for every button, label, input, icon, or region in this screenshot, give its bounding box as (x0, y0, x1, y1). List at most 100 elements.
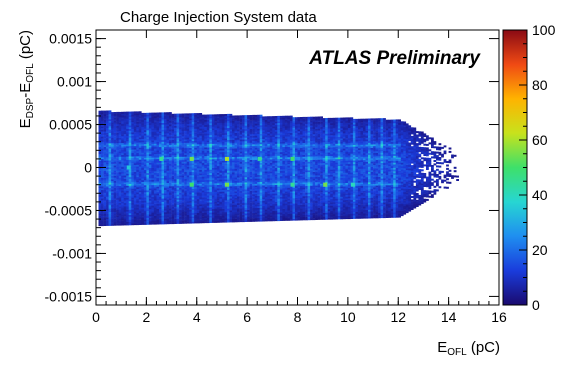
heatmap-cell (277, 213, 281, 216)
heatmap-cell (123, 153, 127, 155)
heatmap-cell (118, 120, 122, 123)
heatmap-cell (211, 176, 215, 179)
heatmap-cell (214, 146, 218, 149)
heatmap-cell (204, 138, 208, 141)
heatmap-cell (221, 176, 225, 178)
heatmap-cell (209, 123, 213, 125)
heatmap-cell (156, 117, 160, 120)
heatmap-cell (224, 175, 228, 178)
heatmap-cell (254, 190, 258, 193)
heatmap-cell (277, 150, 281, 153)
heatmap-cell (126, 151, 129, 154)
heatmap-cell (113, 151, 117, 154)
heatmap-cell (269, 152, 273, 155)
heatmap-cell (269, 193, 273, 196)
heatmap-cell (274, 207, 278, 210)
heatmap-cell (113, 120, 117, 123)
heatmap-cell (272, 179, 276, 182)
heatmap-cell (267, 202, 271, 205)
heatmap-cell (181, 135, 185, 138)
heatmap-cell (113, 197, 117, 200)
heatmap-cell (101, 134, 104, 137)
heatmap-cell (98, 117, 102, 120)
heatmap-cell (98, 200, 102, 203)
heatmap-cell (269, 198, 273, 201)
heatmap-cell (159, 117, 162, 120)
heatmap-cell (279, 146, 283, 149)
heatmap-cell (111, 120, 114, 123)
heatmap-cell (156, 164, 160, 167)
heatmap-cell (121, 216, 124, 219)
heatmap-cell (224, 186, 228, 189)
heatmap-cell (201, 192, 205, 194)
heatmap-cell (247, 189, 250, 191)
heatmap-cell (181, 190, 185, 193)
heatmap-cell (123, 159, 127, 162)
heatmap-cell (279, 138, 283, 141)
heatmap-cell (148, 150, 152, 153)
heatmap-cell (269, 129, 273, 132)
heatmap-cell (111, 215, 114, 218)
heatmap-cell (267, 166, 271, 169)
heatmap-cell (184, 142, 187, 145)
heatmap-cell (262, 137, 265, 139)
heatmap-cell (106, 223, 109, 226)
heatmap-cell (133, 123, 137, 126)
heatmap-cell (159, 196, 162, 199)
heatmap-cell (136, 178, 140, 181)
heatmap-cell (146, 130, 150, 132)
heatmap-cell (186, 194, 190, 197)
heatmap-cell (194, 178, 197, 181)
heatmap-cell (141, 164, 145, 167)
heatmap-cell (111, 113, 114, 116)
heatmap-cell (148, 195, 152, 198)
heatmap-cell (148, 157, 152, 160)
heatmap-cell (151, 138, 155, 141)
heatmap-cell (216, 188, 220, 191)
heatmap-cell (219, 181, 223, 184)
heatmap-cell (116, 218, 119, 221)
heatmap-cell (108, 196, 112, 199)
heatmap-cell (252, 200, 255, 203)
heatmap-cell (219, 189, 223, 192)
heatmap-cell (199, 119, 203, 122)
heatmap-cell (282, 160, 286, 163)
heatmap-cell (179, 146, 182, 149)
heatmap-cell (113, 223, 117, 226)
heatmap-cell (174, 115, 177, 118)
heatmap-cell (101, 167, 104, 170)
heatmap-cell (153, 148, 157, 151)
heatmap-cell (262, 162, 265, 165)
heatmap-cell (156, 169, 160, 172)
heatmap-cell (138, 128, 142, 131)
heatmap-cell (121, 182, 124, 185)
heatmap-cell (194, 121, 197, 124)
heatmap-cell (118, 154, 122, 157)
heatmap-cell (284, 210, 288, 213)
heatmap-cell (252, 127, 255, 129)
heatmap-cell (216, 177, 220, 180)
heatmap-cell (141, 183, 145, 186)
heatmap-cell (121, 115, 124, 118)
heatmap-cell (113, 112, 117, 114)
heatmap-cell (282, 181, 286, 184)
heatmap-cell (287, 201, 291, 204)
heatmap-cell (244, 177, 248, 179)
heatmap-cell (257, 128, 260, 131)
heatmap-cell (148, 214, 152, 217)
heatmap-cell (219, 200, 223, 203)
heatmap-cell (194, 209, 197, 212)
heatmap-cell (123, 147, 127, 150)
heatmap-cell (146, 172, 150, 175)
heatmap-cell (169, 203, 172, 206)
heatmap-cell (171, 182, 175, 185)
heatmap-cell (164, 138, 167, 141)
heatmap-cell (113, 204, 117, 207)
heatmap-cell (143, 200, 147, 203)
heatmap-cell (206, 207, 210, 210)
heatmap-cell (116, 161, 119, 164)
heatmap-cell (221, 184, 225, 187)
heatmap-cell (176, 184, 180, 187)
heatmap-cell (257, 150, 260, 153)
heatmap-cell (133, 111, 137, 114)
